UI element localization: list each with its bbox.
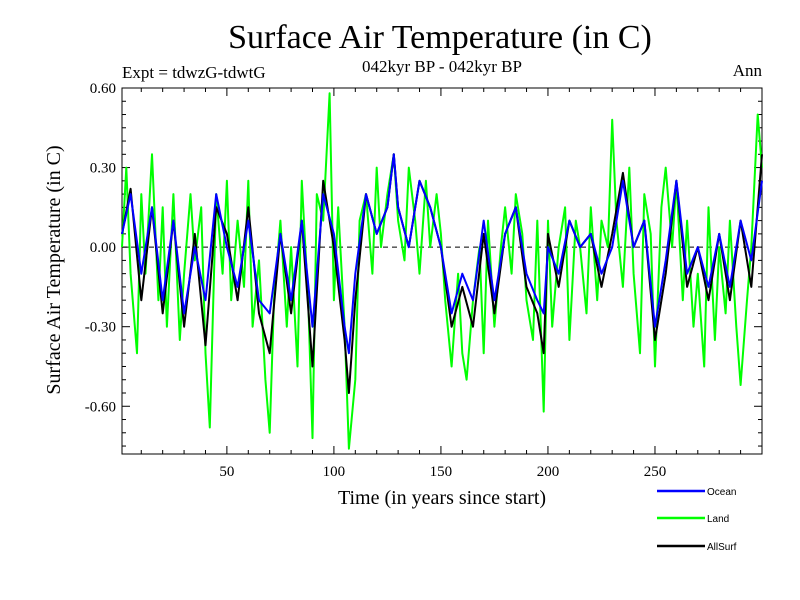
series-line-land (121, 92, 763, 450)
chart-subtitle: 042kyr BP - 042kyr BP (362, 57, 522, 76)
x-axis-label: Time (in years since start) (338, 487, 546, 509)
y-tick-label: -0.60 (85, 399, 116, 415)
x-tick-label: 50 (219, 464, 234, 480)
season-label: Ann (733, 61, 763, 80)
expt-label: Expt = tdwzG-tdwtG (122, 63, 266, 82)
y-tick-label: -0.30 (85, 320, 116, 336)
y-axis-label: Surface Air Temperature (in C) (43, 145, 65, 394)
legend-label: Land (707, 514, 729, 525)
x-tick-label: 100 (323, 464, 346, 480)
x-tick-label: 250 (644, 464, 667, 480)
chart-title: Surface Air Temperature (in C) (228, 19, 652, 56)
y-tick-label: 0.60 (90, 81, 116, 97)
y-tick-label: 0.00 (90, 240, 116, 256)
legend-label: AllSurf (707, 542, 737, 553)
series-line-ocean (121, 153, 763, 355)
x-tick-label: 200 (537, 464, 560, 480)
plot-area: 0.60 0.30 0.00 -0.30 -0.60 50 100 150 200 250 (85, 81, 763, 480)
legend-label: Ocean (707, 487, 736, 498)
plot-frame (121, 87, 763, 455)
legend: Ocean Land AllSurf (657, 487, 737, 553)
series-line-allsurf (121, 153, 763, 394)
y-tick-label: 0.30 (90, 161, 116, 177)
x-tick-label: 150 (430, 464, 453, 480)
